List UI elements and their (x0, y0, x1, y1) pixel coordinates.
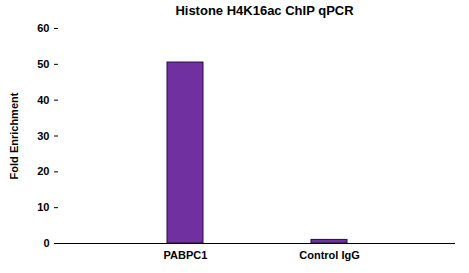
svg-text:10: 10 (37, 201, 49, 213)
svg-text:Fold Enrichment: Fold Enrichment (8, 92, 20, 179)
svg-text:Control IgG: Control IgG (299, 249, 360, 261)
svg-text:30: 30 (37, 130, 49, 142)
svg-text:20: 20 (37, 165, 49, 177)
html-text:Histone H4K16ac ChIP qPCR: Histone H4K16ac ChIP qPCR (175, 3, 354, 18)
svg-text:0: 0 (43, 237, 49, 249)
svg-text:60: 60 (37, 22, 49, 34)
svg-text:50: 50 (37, 58, 49, 70)
svg-text:40: 40 (37, 94, 49, 106)
svg-text:PABPC1: PABPC1 (164, 249, 208, 261)
